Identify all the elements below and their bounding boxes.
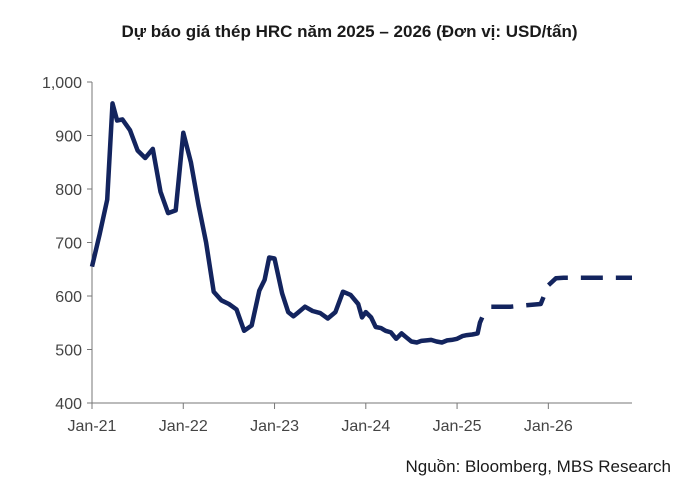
- source-note: Nguồn: Bloomberg, MBS Research: [405, 457, 671, 476]
- series-lines: [89, 101, 632, 345]
- tick-labels: 400 500 600 700 800 900 1,000 Jan-21 Jan-22 Jan-2…: [42, 75, 573, 435]
- y-tick-label: 400: [55, 396, 82, 413]
- historical-line: [89, 101, 485, 345]
- x-tick-label: Jan-22: [159, 418, 208, 435]
- y-tick-label: 800: [55, 182, 82, 199]
- x-tick-label: Jan-21: [68, 418, 117, 435]
- y-tick-label: 900: [55, 129, 82, 146]
- chart-title: Dự báo giá thép HRC năm 2025 – 2026 (Đơn…: [121, 22, 578, 41]
- x-tick-label: Jan-24: [341, 418, 390, 435]
- x-tick-label: Jan-26: [524, 418, 573, 435]
- y-tick-label: 1,000: [42, 75, 82, 92]
- y-tick-label: 600: [55, 289, 82, 306]
- y-tick-label: 700: [55, 236, 82, 253]
- x-tick-label: Jan-23: [250, 418, 299, 435]
- axes: [87, 81, 632, 409]
- y-tick-label: 500: [55, 343, 82, 360]
- x-tick-label: Jan-25: [433, 418, 482, 435]
- forecast-line: [491, 275, 632, 309]
